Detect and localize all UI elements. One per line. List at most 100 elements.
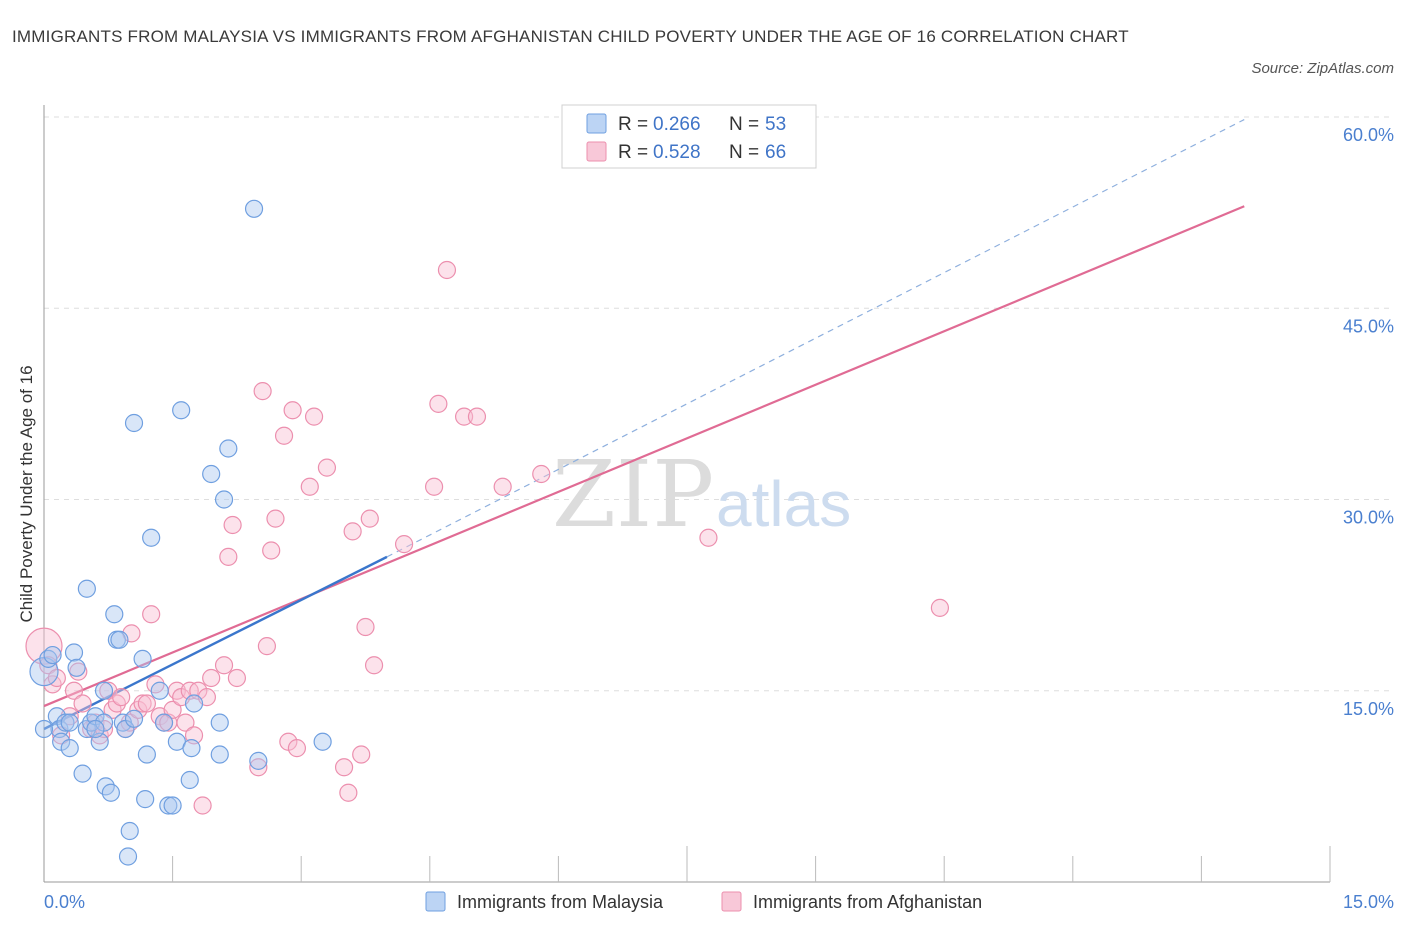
malaysia-point — [182, 739, 201, 758]
afghanistan-point — [287, 739, 307, 758]
chart-title: IMMIGRANTS FROM MALAYSIA VS IMMIGRANTS F… — [12, 27, 1129, 46]
malaysia-point — [214, 490, 234, 509]
malaysia-point — [105, 605, 124, 624]
y-tick-labels: 15.0% 30.0% 45.0% 60.0% — [1343, 125, 1394, 719]
afghanistan-point — [532, 464, 551, 484]
malaysia-point — [150, 681, 169, 700]
malaysia-points — [29, 199, 332, 866]
x-tick-label-max: 15.0% — [1343, 892, 1394, 912]
afghanistan-point — [163, 700, 182, 719]
malaysia-point — [60, 713, 79, 732]
y-axis-label: Child Poverty Under the Age of 16 — [17, 365, 36, 622]
legend-r-label-2: R = — [618, 142, 648, 163]
malaysia-trend-line — [43, 555, 388, 731]
afghanistan-trend-line — [43, 205, 1245, 708]
afghanistan-point — [283, 401, 302, 420]
afghanistan-point — [142, 605, 161, 624]
afghanistan-point — [429, 394, 448, 413]
bottom-legend-swatch-malaysia — [425, 891, 446, 912]
afghanistan-point — [356, 617, 375, 637]
watermark-atlas: atlas — [716, 468, 851, 540]
afghanistan-point — [352, 745, 371, 764]
malaysia-point — [94, 681, 114, 700]
afghanistan-points — [25, 260, 950, 815]
y-tick-label: 30.0% — [1343, 508, 1394, 528]
malaysia-point — [60, 739, 79, 758]
afghanistan-point — [317, 458, 337, 477]
malaysia-point — [86, 719, 105, 739]
malaysia-point — [124, 709, 144, 728]
malaysia-point — [313, 732, 332, 751]
afghanistan-point — [343, 522, 362, 541]
afghanistan-point — [699, 528, 718, 547]
afghanistan-point — [467, 407, 487, 426]
bottom-legend-label-afghanistan: Immigrants from Afghanistan — [753, 892, 982, 912]
afghanistan-point — [202, 668, 221, 688]
trend-lines — [43, 119, 1245, 731]
legend: R = 0.266 N = 53 R = 0.528 N = 66 — [561, 104, 817, 169]
afghanistan-point — [334, 758, 354, 777]
malaysia-point — [210, 713, 229, 732]
malaysia-point — [110, 630, 129, 649]
afghanistan-point — [364, 656, 384, 675]
legend-r-value-2: 0.528 — [653, 142, 701, 163]
malaysia-point — [133, 649, 152, 668]
legend-n-value-1: 53 — [765, 114, 786, 135]
afghanistan-point — [73, 694, 92, 713]
malaysia-point — [101, 783, 120, 802]
afghanistan-point — [304, 407, 324, 426]
bottom-legend-label-malaysia: Immigrants from Malaysia — [457, 892, 664, 912]
malaysia-point — [142, 528, 161, 547]
afghanistan-point — [360, 509, 379, 528]
afghanistan-point — [25, 627, 63, 665]
afghanistan-point — [253, 382, 272, 401]
legend-r-label-1: R = — [618, 114, 648, 135]
afghanistan-point — [249, 758, 268, 777]
afghanistan-point — [454, 407, 474, 426]
malaysia-point — [210, 745, 229, 764]
malaysia-point — [180, 770, 199, 790]
legend-n-label-1: N = — [729, 114, 759, 135]
afghanistan-point — [64, 681, 84, 700]
malaysia-point — [43, 645, 62, 665]
malaysia-point — [137, 745, 156, 764]
malaysia-point — [159, 796, 178, 815]
afghanistan-point — [274, 426, 294, 445]
y-tick-label: 15.0% — [1343, 699, 1394, 719]
malaysia-point — [202, 464, 221, 484]
afghanistan-point — [219, 547, 238, 566]
afghanistan-point — [300, 477, 319, 496]
afghanistan-point — [176, 713, 195, 732]
malaysia-point — [154, 713, 174, 732]
legend-r-value-1: 0.266 — [653, 114, 701, 135]
malaysia-point — [67, 658, 86, 677]
malaysia-point — [249, 751, 268, 770]
malaysia-point — [136, 790, 155, 809]
afghanistan-point — [112, 688, 131, 707]
afghanistan-point — [394, 535, 414, 554]
afghanistan-point — [266, 509, 285, 528]
afghanistan-point — [214, 656, 234, 675]
afghanistan-point — [262, 541, 281, 560]
afghanistan-point — [339, 783, 358, 802]
bottom-legend: Immigrants from Malaysia Immigrants from… — [425, 891, 982, 912]
watermark-zip: ZIP — [552, 441, 714, 548]
malaysia-point — [56, 713, 75, 732]
chart-source: Source: ZipAtlas.com — [1251, 60, 1394, 77]
malaysia-point — [244, 199, 264, 218]
x-tick-label-min: 0.0% — [44, 892, 85, 912]
afghanistan-point — [424, 477, 444, 496]
malaysia-point — [219, 439, 238, 458]
malaysia-point — [184, 694, 204, 713]
afghanistan-point — [223, 515, 242, 535]
legend-n-label-2: N = — [729, 142, 759, 163]
afghanistan-point — [137, 694, 156, 713]
malaysia-point — [124, 413, 144, 433]
afghanistan-point — [257, 637, 277, 656]
watermark: ZIP atlas — [552, 441, 851, 548]
y-tick-label: 60.0% — [1343, 125, 1394, 145]
legend-n-value-2: 66 — [765, 142, 786, 163]
afghanistan-point — [930, 598, 950, 617]
gridlines — [44, 116, 1394, 692]
